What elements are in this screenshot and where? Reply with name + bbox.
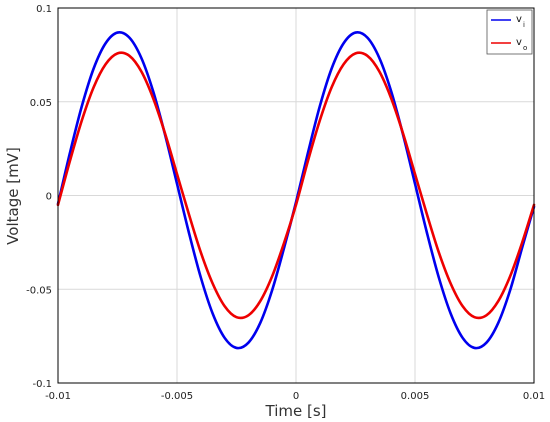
legend-sub-vi: i [523,21,525,29]
x-tick-label: -0.01 [45,391,71,402]
y-tick-label: 0 [46,192,52,203]
x-tick-label: 0.005 [401,391,430,402]
legend-sub-vo: o [523,44,527,52]
x-tick-label: -0.005 [161,391,193,402]
y-axis-label: Voltage [mV] [4,147,22,245]
x-tick-label: 0.01 [523,391,545,402]
x-axis-label: Time [s] [265,402,327,420]
series-line-vo [56,51,536,320]
x-tick-label: 0 [293,391,299,402]
y-tick-label: -0.05 [26,285,52,296]
y-tick-label: 0.05 [30,98,52,109]
legend: v i v o [486,9,533,55]
legend-label-vo: v [516,37,522,48]
x-tick-labels: -0.01 -0.005 0 0.005 0.01 [45,391,545,402]
legend-label-vi: v [516,14,522,25]
y-tick-labels: 0.1 0.05 0 -0.05 -0.1 [26,4,52,390]
plot-frame [57,7,535,384]
series-layer [56,31,536,350]
y-tick-label: -0.1 [32,379,52,390]
y-tick-label: 0.1 [36,4,52,15]
legend-box [486,9,533,55]
